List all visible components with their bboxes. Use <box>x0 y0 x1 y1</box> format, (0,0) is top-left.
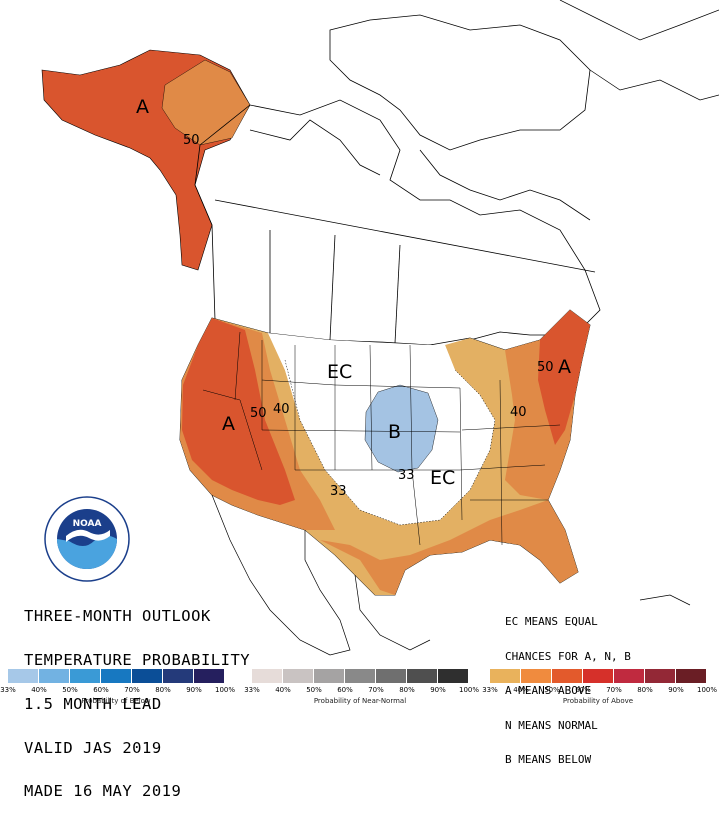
colorbar-normal <box>252 669 469 683</box>
colorbar-normal-swatch <box>345 669 376 683</box>
colorbar-above-tick: 40% <box>513 686 529 694</box>
colorbar-above-tick: 100% <box>696 686 718 694</box>
colorbar-normal-tick: 60% <box>337 686 353 694</box>
key-line-1: EC MEANS EQUAL <box>505 615 598 628</box>
greenland-outline <box>559 0 719 101</box>
map-label-southeast-EC: EC <box>430 467 456 489</box>
colorbar-normal-tick: 90% <box>430 686 446 694</box>
key-line-2: CHANCES FOR A, N, B <box>505 649 631 663</box>
colorbar-normal-swatch <box>407 669 438 683</box>
colorbar-normal-swatch <box>252 669 283 683</box>
colorbar-normal-swatch <box>438 669 469 683</box>
colorbar-below-swatch <box>70 669 101 683</box>
colorbar-above-swatch <box>676 669 707 683</box>
map-label-east-A: A <box>558 356 571 378</box>
colorbar-below-swatch <box>132 669 163 683</box>
title-line-5: MADE 16 MAY 2019 <box>24 782 182 801</box>
key-line-5: B MEANS BELOW <box>505 753 592 766</box>
colorbar-normal-tick: 100% <box>458 686 480 694</box>
colorbar-below-tick: 90% <box>186 686 202 694</box>
colorbar-above-swatch <box>645 669 676 683</box>
colorbar-above-tick: 90% <box>668 686 684 694</box>
colorbar-below-tick: 80% <box>155 686 171 694</box>
colorbar-normal-tick: 50% <box>306 686 322 694</box>
colorbar-below <box>8 669 225 683</box>
colorbar-above-tick: 70% <box>606 686 622 694</box>
map-label-east-40: 40 <box>510 405 527 420</box>
colorbar-normal-tick: 80% <box>399 686 415 694</box>
title-line-4: VALID JAS 2019 <box>24 738 162 757</box>
colorbar-below-tick: 40% <box>31 686 47 694</box>
colorbar-below-swatch <box>101 669 132 683</box>
colorbar-above-tick: 50% <box>544 686 560 694</box>
colorbar-normal-title: Probability of Near-Normal <box>313 697 407 705</box>
colorbar-below-tick: 50% <box>62 686 78 694</box>
key-legend: EC MEANS EQUAL CHANCES FOR A, N, B A MEA… <box>505 593 631 777</box>
colorbar-below-tick: 60% <box>93 686 109 694</box>
map-label-33a: 33 <box>398 468 415 483</box>
map-label-center-B: B <box>388 421 402 443</box>
colorbar-below-tick: 70% <box>124 686 140 694</box>
colorbar-below-title: Probability of Below <box>81 697 151 705</box>
conus-region <box>179 309 591 596</box>
map-label-alaska-50: 50 <box>183 133 200 148</box>
map-label-33b: 33 <box>330 484 347 499</box>
map-label-alaska-A: A <box>136 96 149 118</box>
colorbar-above-title: Probability of Above <box>562 697 634 705</box>
colorbar-normal-swatch <box>283 669 314 683</box>
colorbar-below-swatch <box>39 669 70 683</box>
colorbar-normal-tick: 33% <box>244 686 260 694</box>
colorbar-below-swatch <box>8 669 39 683</box>
mexico-region <box>211 494 691 656</box>
colorbar-normal-swatch <box>376 669 407 683</box>
colorbar-normal-swatch <box>314 669 345 683</box>
colorbar-normal-tick: 40% <box>275 686 291 694</box>
colorbar-above-swatch <box>490 669 521 683</box>
alaska-region <box>41 49 251 271</box>
colorbar-above-swatch <box>521 669 552 683</box>
map-label-west-50: 50 <box>250 406 267 421</box>
map-label-west-40: 40 <box>273 402 290 417</box>
map-label-east-50: 50 <box>537 360 554 375</box>
colorbar-below-swatch <box>163 669 194 683</box>
colorbar-above-tick: 33% <box>482 686 498 694</box>
title-line-1: THREE-MONTH OUTLOOK <box>24 607 211 626</box>
temperature-outlook-map <box>41 0 719 656</box>
colorbar-above-ticks: 33% 40% 50% 60% 70% 80% 90% 100% <box>482 686 717 696</box>
noaa-logo-text: NOAA <box>73 519 102 529</box>
colorbar-below-tick: 100% <box>214 686 236 694</box>
colorbar-normal-ticks: 33% 40% 50% 60% 70% 80% 90% 100% <box>244 686 479 696</box>
colorbar-above-swatch <box>552 669 583 683</box>
colorbar-below-tick: 33% <box>0 686 16 694</box>
colorbar-below-ticks: 33% 40% 50% 60% 70% 80% 90% 100% <box>0 686 235 696</box>
colorbar-above-swatch <box>614 669 645 683</box>
key-line-4: N MEANS NORMAL <box>505 718 598 732</box>
colorbar-normal-tick: 70% <box>368 686 384 694</box>
map-label-west-A: A <box>222 413 235 435</box>
colorbar-above <box>490 669 707 683</box>
key-line-3: A MEANS ABOVE <box>505 684 592 697</box>
title-line-2: TEMPERATURE PROBABILITY <box>24 650 251 669</box>
colorbar-above-tick: 80% <box>637 686 653 694</box>
map-label-center-EC: EC <box>327 361 353 383</box>
noaa-logo: NOAA <box>44 496 130 582</box>
colorbar-below-swatch <box>194 669 225 683</box>
canada-region <box>194 14 601 346</box>
colorbar-above-tick: 60% <box>575 686 591 694</box>
colorbar-above-swatch <box>583 669 614 683</box>
